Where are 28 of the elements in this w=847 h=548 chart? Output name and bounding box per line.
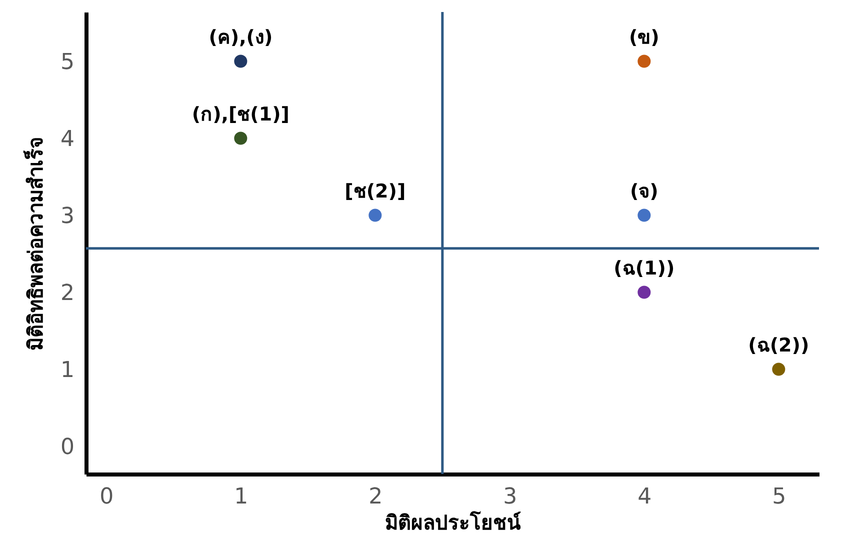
point [234, 132, 248, 145]
y-tick-label: 3 [60, 204, 74, 229]
y-tick-label: 4 [60, 126, 74, 152]
point [772, 362, 786, 376]
y-tick-label: 1 [60, 358, 74, 383]
y-tick-label: 0 [60, 434, 74, 460]
point [638, 208, 651, 222]
annotation: (ฉ(2)) [748, 334, 810, 356]
point [638, 286, 651, 299]
annotation: (ค),(ง) [208, 26, 273, 48]
point [638, 54, 651, 68]
annotation: (ข) [628, 26, 660, 48]
x-tick-label: 5 [772, 484, 786, 510]
annotation: [ช(2)] [344, 180, 406, 202]
x-tick-label: 3 [503, 484, 518, 510]
x-tick-label: 1 [234, 484, 248, 510]
x-tick-label: 2 [368, 484, 383, 510]
point [234, 54, 248, 68]
point [368, 208, 382, 222]
x-tick-label: 4 [638, 484, 652, 510]
annotation: (ฉ(1)) [614, 257, 675, 280]
y-tick-label: 2 [60, 280, 74, 306]
y-tick-label: 5 [60, 50, 74, 75]
y-axis-title: มิติอิทธิพลต่อความสำเร็จ [22, 136, 48, 350]
annotation: (ก),[ช(1)] [192, 103, 290, 126]
annotation: (จ) [630, 180, 658, 202]
x-tick-label: 0 [100, 484, 114, 510]
x-axis-title: มิติผลประโยชน์ [385, 510, 521, 534]
